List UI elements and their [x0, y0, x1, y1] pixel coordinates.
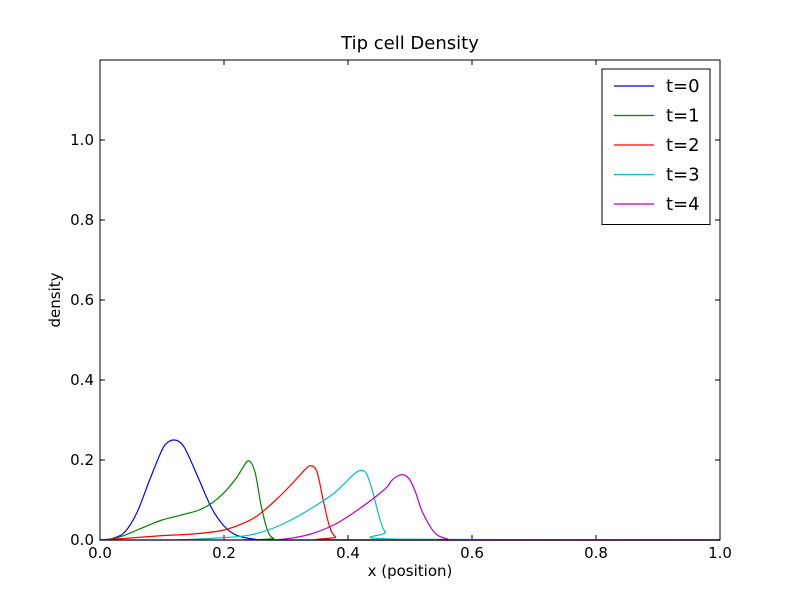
- y-tick-label: 0.0: [70, 531, 94, 549]
- x-tick-label: 0.2: [212, 544, 236, 562]
- x-tick-label: 1.0: [708, 544, 732, 562]
- series-line-t2: [99, 464, 720, 541]
- y-tick-label: 0.8: [70, 211, 94, 229]
- legend: t=0 t=1 t=2 t=3 t=4: [601, 68, 711, 225]
- x-axis-label: x (position): [368, 562, 453, 580]
- y-tick-label: 0.4: [70, 371, 94, 389]
- x-tick-label: 0.6: [460, 544, 484, 562]
- series-line-t3: [100, 469, 721, 541]
- y-tick-label: 1.0: [70, 131, 94, 149]
- legend-label: t=3: [666, 165, 700, 186]
- legend-label: t=2: [666, 135, 700, 156]
- legend-label: t=1: [666, 106, 700, 127]
- series-line-t1: [99, 460, 720, 541]
- legend-label: t=0: [666, 76, 700, 97]
- series-line-t4: [100, 473, 720, 541]
- x-tick-label: 0.4: [336, 544, 360, 562]
- legend-label: t=4: [666, 194, 700, 215]
- y-axis-label: density: [46, 272, 64, 327]
- x-tick-label: 0.0: [88, 544, 112, 562]
- y-tick-label: 0.2: [70, 451, 94, 469]
- legend-box: [601, 68, 711, 225]
- axis-ticks: 0.0 0.2 0.4 0.6 0.8 1.0 0.0 0.2 0.4 0.6 0.8 1.0: [70, 60, 732, 562]
- x-tick-label: 0.8: [584, 544, 608, 562]
- chart-title: Tip cell Density: [340, 33, 479, 54]
- y-tick-label: 0.6: [70, 291, 94, 309]
- plot-area-frame: [99, 59, 721, 541]
